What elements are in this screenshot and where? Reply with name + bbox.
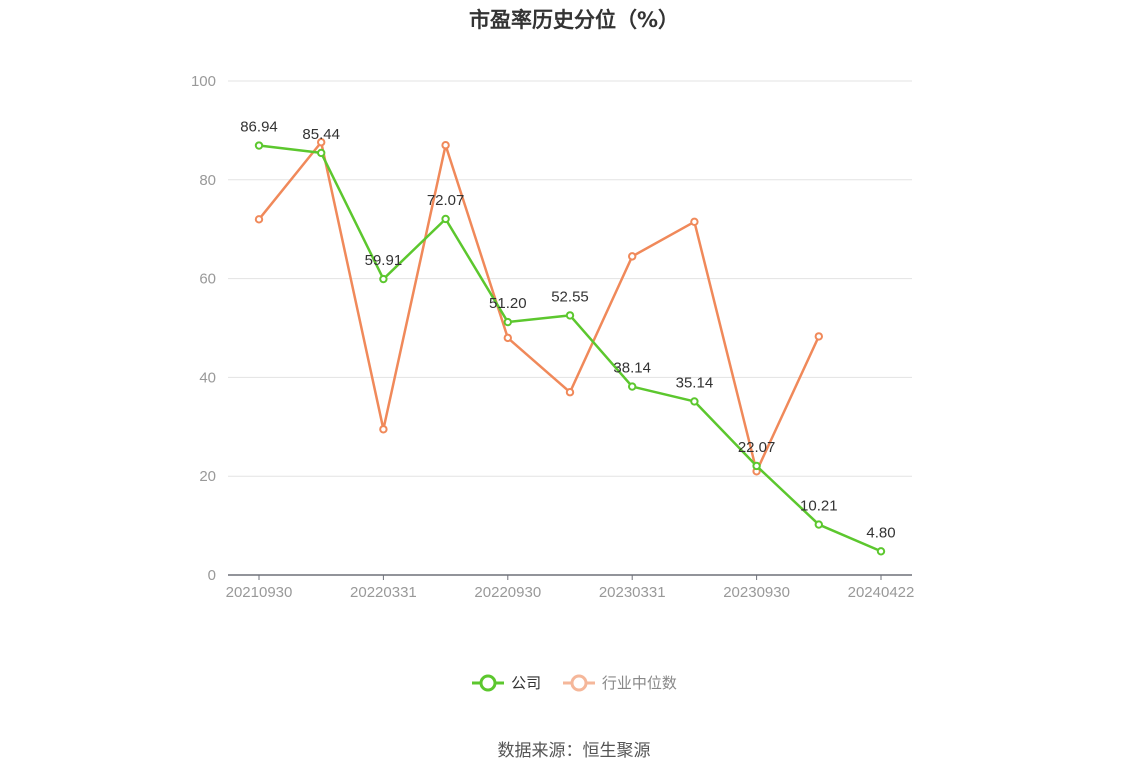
data-point <box>565 311 575 320</box>
data-label: 10.21 <box>800 498 838 515</box>
x-tick-label: 20210930 <box>226 584 293 601</box>
data-label: 86.94 <box>240 119 278 136</box>
data-point <box>628 382 637 391</box>
legend-label-industry-median: 行业中位数 <box>601 674 677 692</box>
data-point <box>628 252 637 261</box>
data-point <box>876 547 886 556</box>
data-point <box>690 397 699 406</box>
data-label: 35.14 <box>676 374 714 391</box>
data-point <box>254 141 264 150</box>
data-label: 51.20 <box>489 295 527 312</box>
legend-label-company: 公司 <box>511 674 542 692</box>
legend-line-marker-icon <box>562 674 595 691</box>
y-tick-label: 80 <box>199 172 216 189</box>
data-source-note: 数据来源：恒生聚源 <box>497 741 651 761</box>
data-point <box>379 274 388 284</box>
x-tick-label: 20240422 <box>848 584 915 601</box>
data-labels: 86.94 85.44 59.91 72.07 51.20 52.55 38.14 35.14… <box>240 119 895 542</box>
series-line <box>258 144 882 553</box>
line-chart: 0 20 40 60 80 100 20210930 20220331 20220930 2023… <box>191 73 914 601</box>
y-tick-label: 0 <box>208 567 216 584</box>
legend: 公司 行业中位数 <box>0 672 1148 697</box>
y-tick-label: 100 <box>191 73 216 90</box>
x-tick-label: 20230331 <box>599 584 666 601</box>
data-point <box>441 214 450 224</box>
data-point <box>690 217 699 226</box>
data-point <box>317 148 326 158</box>
data-label: 22.07 <box>738 439 776 456</box>
data-point <box>503 317 512 327</box>
chart-title: 市盈率历史分位（%） <box>468 8 680 32</box>
data-label: 59.91 <box>365 252 403 269</box>
data-point <box>814 332 823 341</box>
data-label: 72.07 <box>427 192 465 209</box>
data-point <box>379 425 388 434</box>
axes: 0 20 40 60 80 100 20210930 20220331 20220930 2023… <box>191 73 914 601</box>
data-point <box>441 141 450 150</box>
legend-item-company[interactable]: 公司 <box>471 672 541 693</box>
x-tick-label: 20220930 <box>474 584 541 601</box>
x-tick-label: 20230930 <box>723 584 790 601</box>
legend-item-industry-median[interactable]: 行业中位数 <box>562 672 677 693</box>
data-point <box>814 520 823 529</box>
series-lines <box>254 138 886 556</box>
y-tick-label: 20 <box>199 468 216 485</box>
data-label: 4.80 <box>866 524 895 541</box>
data-label: 85.44 <box>302 126 340 143</box>
series-line <box>258 141 820 473</box>
y-tick-label: 40 <box>199 369 216 386</box>
data-label: 38.14 <box>613 360 651 377</box>
data-point <box>254 215 264 224</box>
legend-line-marker-icon <box>472 674 505 691</box>
y-tick-label: 60 <box>199 271 216 288</box>
x-tick-label: 20220331 <box>350 584 417 601</box>
grid-lines <box>228 80 912 477</box>
data-point <box>317 138 326 147</box>
data-point <box>752 461 761 471</box>
data-label: 52.55 <box>551 288 589 305</box>
data-point <box>503 333 512 343</box>
data-point <box>565 388 575 397</box>
